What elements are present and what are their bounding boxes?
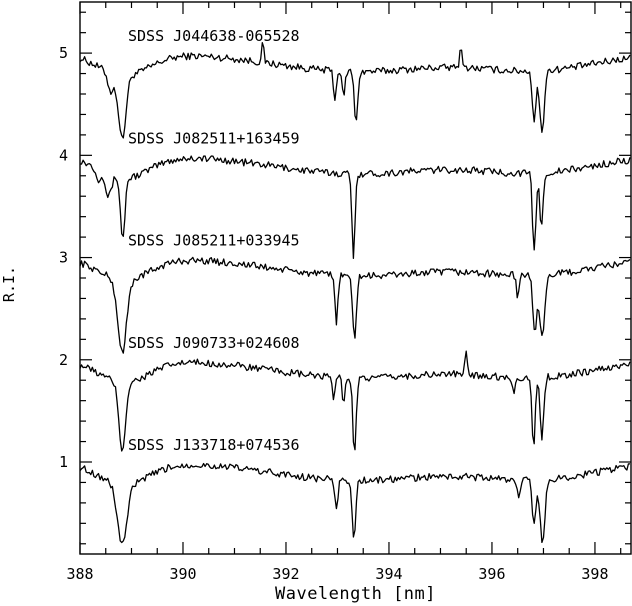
spectrum-label: SDSS J082511+163459	[128, 129, 300, 147]
y-axis-label: R.I.	[0, 266, 18, 302]
y-tick-label: 1	[59, 453, 68, 471]
x-tick-label: 392	[272, 565, 299, 583]
y-tick-label: 5	[59, 44, 68, 62]
spectrum-line	[79, 350, 631, 452]
spectrum-line	[79, 256, 631, 354]
series-layer	[79, 42, 631, 544]
spectrum-label: SDSS J133718+074536	[128, 436, 300, 454]
spectrum-label: SDSS J044638-065528	[128, 27, 300, 45]
spectrum-line	[79, 42, 631, 139]
y-tick-label: 3	[59, 249, 68, 267]
x-axis-label: Wavelength [nm]	[275, 584, 436, 604]
plot-frame	[79, 1, 632, 555]
x-tick-label: 394	[375, 565, 402, 583]
x-tick-label: 398	[581, 565, 608, 583]
spectrum-label: SDSS J090733+024608	[128, 334, 300, 352]
spectrum-label: SDSS J085211+033945	[128, 232, 300, 250]
spectrum-line	[79, 155, 631, 260]
y-tick-label: 4	[59, 146, 68, 164]
x-tick-label: 390	[169, 565, 196, 583]
x-tick-label: 396	[478, 565, 505, 583]
x-tick-label: 388	[66, 565, 93, 583]
series-label-layer: SDSS J044638-065528 SDSS J082511+163459 SD…	[128, 27, 300, 454]
tick-layer: 388 390 392 394 396 398 1 2 3 4 5	[59, 2, 631, 583]
y-tick-label: 2	[59, 351, 68, 369]
spectrum-line	[79, 462, 630, 544]
